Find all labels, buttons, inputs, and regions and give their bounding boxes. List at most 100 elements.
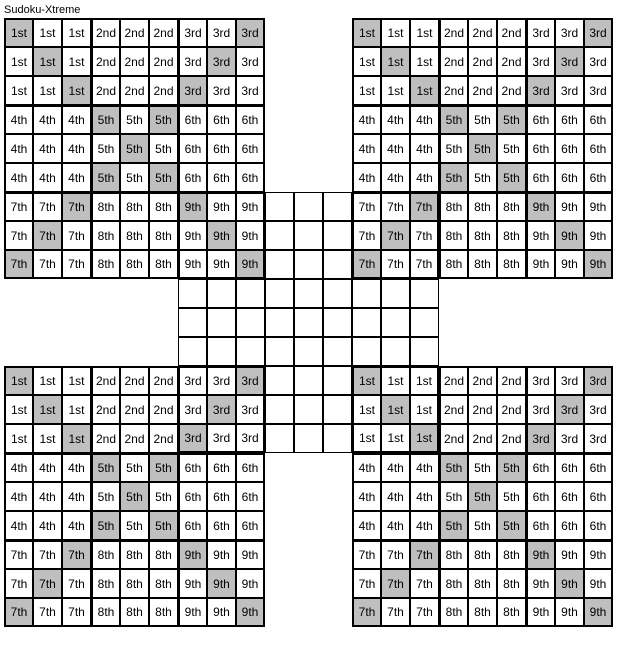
grid-cell [323, 598, 352, 627]
grid-cell: 2nd [120, 47, 149, 76]
grid-cell: 9th [555, 540, 584, 569]
grid-cell [497, 279, 526, 308]
grid-cell: 5th [120, 453, 149, 482]
grid-cell: 2nd [120, 76, 149, 105]
grid-cell: 7th [352, 221, 381, 250]
grid-cell: 5th [439, 511, 468, 540]
grid-cell: 7th [410, 221, 439, 250]
grid-cell: 2nd [468, 18, 497, 47]
grid-cell: 2nd [120, 424, 149, 453]
grid-cell: 8th [468, 540, 497, 569]
grid-cell: 7th [352, 540, 381, 569]
grid-cell: 3rd [555, 366, 584, 395]
grid-cell: 8th [120, 540, 149, 569]
grid-cell: 5th [468, 134, 497, 163]
grid-cell: 5th [149, 482, 178, 511]
grid-cell [294, 76, 323, 105]
grid-cell: 2nd [468, 366, 497, 395]
grid-cell [410, 337, 439, 366]
grid-cell [236, 279, 265, 308]
grid-cell: 2nd [91, 424, 120, 453]
grid-cell: 6th [178, 482, 207, 511]
grid-cell: 1st [4, 76, 33, 105]
grid-cell: 7th [410, 569, 439, 598]
grid-cell: 1st [381, 424, 410, 453]
grid-cell: 4th [381, 511, 410, 540]
grid-cell: 3rd [178, 47, 207, 76]
grid-cell: 5th [497, 511, 526, 540]
grid-cell [33, 279, 62, 308]
grid-cell: 1st [410, 395, 439, 424]
grid-cell: 7th [62, 598, 91, 627]
grid-cell: 5th [497, 105, 526, 134]
grid-cell: 1st [33, 47, 62, 76]
grid-cell: 3rd [207, 395, 236, 424]
grid-cell: 8th [91, 221, 120, 250]
grid-cell: 6th [526, 511, 555, 540]
grid-cell: 7th [4, 569, 33, 598]
grid-cell: 9th [526, 250, 555, 279]
grid-cell: 2nd [468, 395, 497, 424]
grid-cell [381, 308, 410, 337]
grid-cell [265, 569, 294, 598]
grid-cell: 5th [468, 163, 497, 192]
grid-cell: 6th [584, 453, 613, 482]
grid-cell: 6th [555, 163, 584, 192]
grid-cell [323, 424, 352, 453]
grid-cell: 6th [584, 134, 613, 163]
grid-cell: 3rd [555, 395, 584, 424]
grid-cell [207, 308, 236, 337]
grid-cell [4, 337, 33, 366]
grid-cell [149, 279, 178, 308]
grid-cell: 3rd [178, 395, 207, 424]
grid-cell: 1st [352, 76, 381, 105]
grid-cell [294, 598, 323, 627]
grid-cell: 3rd [555, 18, 584, 47]
grid-cell [265, 598, 294, 627]
grid-cell: 4th [33, 482, 62, 511]
grid-cell [323, 511, 352, 540]
grid-cell [4, 279, 33, 308]
grid-cell: 6th [584, 105, 613, 134]
grid-cell: 3rd [584, 395, 613, 424]
grid-cell: 2nd [497, 366, 526, 395]
grid-cell: 3rd [207, 76, 236, 105]
grid-cell: 7th [4, 192, 33, 221]
grid-cell: 4th [352, 511, 381, 540]
grid-cell: 1st [33, 18, 62, 47]
grid-cell [584, 337, 613, 366]
grid-cell: 1st [33, 366, 62, 395]
grid-cell: 7th [62, 569, 91, 598]
grid-cell: 8th [468, 192, 497, 221]
grid-cell: 6th [178, 134, 207, 163]
grid-cell: 3rd [584, 18, 613, 47]
grid-cell: 5th [439, 453, 468, 482]
grid-cell: 4th [4, 105, 33, 134]
grid-cell: 3rd [178, 18, 207, 47]
grid-cell: 8th [149, 540, 178, 569]
grid-cell: 1st [4, 366, 33, 395]
grid-cell [265, 482, 294, 511]
grid-cell [178, 279, 207, 308]
grid-cell: 9th [207, 598, 236, 627]
grid-cell: 4th [62, 105, 91, 134]
grid-cell [294, 192, 323, 221]
grid-cell: 3rd [236, 395, 265, 424]
grid-cell [323, 366, 352, 395]
grid-cell: 1st [62, 366, 91, 395]
grid-cell: 1st [4, 395, 33, 424]
grid-cell: 3rd [526, 424, 555, 453]
grid-cell [4, 308, 33, 337]
grid-cell: 3rd [236, 424, 265, 453]
grid-cell: 4th [62, 511, 91, 540]
grid-cell: 5th [149, 105, 178, 134]
grid-cell: 1st [410, 76, 439, 105]
grid-cell: 8th [468, 221, 497, 250]
grid-cell [323, 105, 352, 134]
grid-cell [149, 337, 178, 366]
grid-cell: 6th [584, 511, 613, 540]
grid-cell: 6th [236, 511, 265, 540]
grid-cell [323, 221, 352, 250]
grid-cell: 4th [62, 453, 91, 482]
grid-cell: 2nd [439, 47, 468, 76]
